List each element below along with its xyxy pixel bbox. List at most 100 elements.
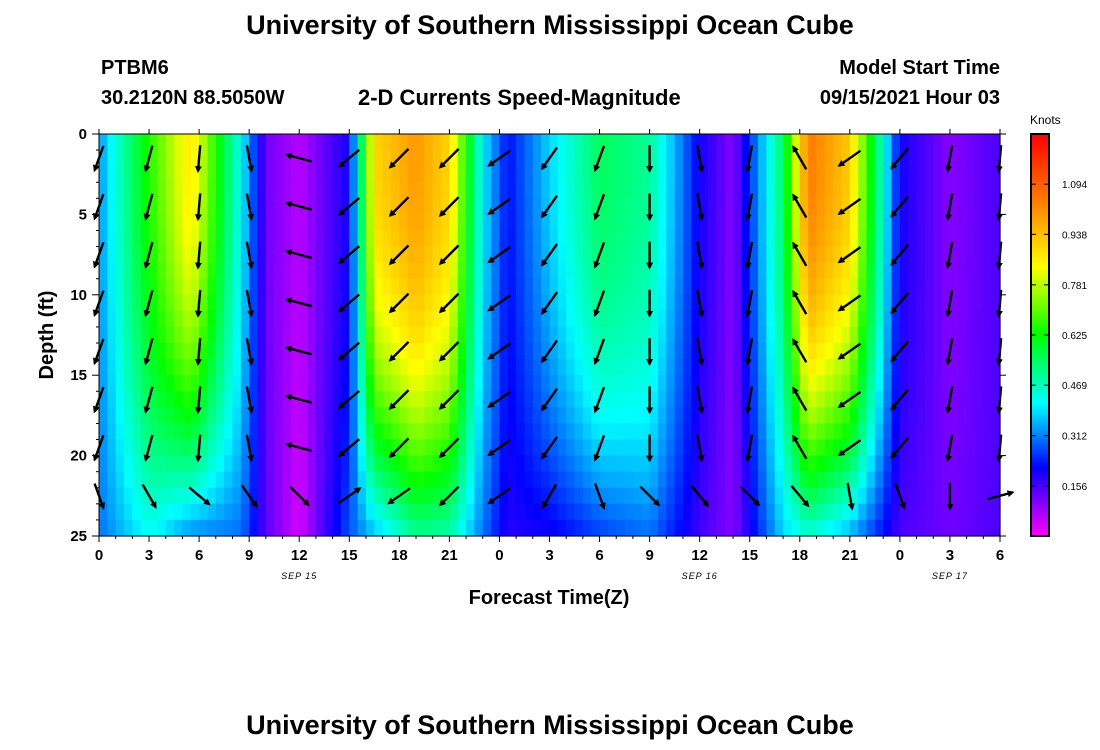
- heatmap-cell: [307, 262, 317, 280]
- heatmap-cell: [591, 423, 601, 441]
- heatmap-cell: [224, 230, 234, 248]
- heatmap-cell: [691, 198, 701, 215]
- heatmap-cell: [708, 294, 717, 312]
- heatmap-cell: [199, 439, 209, 457]
- heatmap-cell: [290, 278, 300, 296]
- axis-ticks: [92, 129, 1006, 542]
- heatmap-cell: [149, 391, 158, 408]
- heatmap-cell: [991, 150, 1001, 167]
- heatmap-cell: [682, 359, 692, 376]
- heatmap-cell: [691, 487, 701, 505]
- heatmap-cell: [883, 214, 893, 232]
- heatmap-cell: [933, 310, 943, 328]
- station-id: PTBM6: [101, 57, 169, 79]
- current-vector-arrow: [143, 145, 154, 173]
- heatmap-cell: [382, 326, 392, 344]
- heatmap-cell: [716, 471, 726, 489]
- heatmap-cell: [507, 375, 517, 392]
- heatmap-cell: [115, 262, 125, 280]
- heatmap-cell: [349, 262, 359, 280]
- heatmap-cell: [307, 294, 317, 312]
- heatmap-cell: [874, 375, 884, 392]
- heatmap-cell: [641, 439, 651, 457]
- heatmap-cell: [324, 503, 334, 521]
- heatmap-cell: [149, 310, 158, 328]
- heatmap-cell: [908, 407, 918, 425]
- heatmap-cell: [657, 198, 667, 215]
- heatmap-cell: [382, 375, 392, 392]
- heatmap-cell: [933, 391, 943, 408]
- heatmap-cell: [858, 182, 868, 199]
- heatmap-cell: [107, 471, 117, 489]
- heatmap-cell: [249, 262, 259, 280]
- heatmap-cell: [916, 230, 926, 248]
- heatmap-cell: [549, 375, 559, 392]
- heatmap-cell: [482, 407, 492, 425]
- heatmap-cell: [424, 182, 434, 199]
- heatmap-cell: [349, 439, 359, 457]
- current-vector-arrow: [194, 337, 202, 366]
- heatmap-cell: [716, 294, 726, 312]
- heatmap-cell: [340, 503, 350, 521]
- heatmap-cell: [432, 439, 442, 457]
- heatmap-cell: [149, 294, 158, 312]
- heatmap-cell: [841, 246, 851, 264]
- heatmap-cell: [382, 391, 392, 408]
- heatmap-cell: [115, 294, 125, 312]
- heatmap-cell: [708, 230, 717, 248]
- heatmap-cell: [708, 326, 717, 344]
- heatmap-cell: [891, 471, 901, 489]
- heatmap-cell: [449, 134, 459, 151]
- heatmap-cell: [632, 487, 642, 505]
- heatmap-cell: [274, 471, 284, 489]
- heatmap-cell: [249, 375, 259, 392]
- heatmap-cell: [641, 423, 651, 441]
- heatmap-cell: [557, 455, 567, 473]
- heatmap-cell: [908, 423, 918, 441]
- heatmap-cell: [833, 262, 843, 280]
- heatmap-cell: [966, 214, 976, 232]
- heatmap-cell: [933, 423, 943, 441]
- heatmap-cell: [916, 262, 926, 280]
- current-vector-arrow: [744, 241, 754, 270]
- heatmap-cell: [107, 407, 117, 425]
- heatmap-cell: [749, 359, 759, 376]
- footer-title: University of Southern Mississippi Ocean…: [246, 710, 854, 740]
- heatmap-cell: [799, 519, 809, 537]
- heatmap-cell: [741, 423, 751, 441]
- heatmap-cell: [841, 294, 851, 312]
- heatmap-cell: [224, 166, 234, 183]
- heatmap-cell: [916, 326, 926, 344]
- heatmap-cell: [174, 230, 184, 248]
- heatmap-cell: [282, 310, 292, 328]
- heatmap-cell: [607, 455, 617, 473]
- heatmap-cell: [107, 182, 117, 199]
- heatmap-cell: [632, 359, 642, 376]
- heatmap-cell: [190, 407, 200, 425]
- heatmap-cell: [474, 246, 484, 264]
- heatmap-cell: [282, 343, 292, 360]
- heatmap-cell: [491, 230, 501, 248]
- heatmap-cell: [432, 503, 442, 521]
- heatmap-cell: [741, 343, 751, 360]
- current-vector-arrow: [540, 388, 558, 412]
- heatmap-cell: [140, 166, 150, 183]
- heatmap-cell: [224, 262, 234, 280]
- heatmap-cell: [190, 182, 200, 199]
- heatmap-cell: [482, 246, 492, 264]
- heatmap-cell: [974, 214, 984, 232]
- heatmap-cell: [249, 455, 259, 473]
- current-vector-arrow: [540, 436, 558, 460]
- heatmap-cell: [966, 423, 976, 441]
- heatmap-cell: [858, 278, 868, 296]
- heatmap-cell: [733, 310, 742, 328]
- heatmap-cell: [315, 198, 325, 215]
- heatmap-cell: [758, 198, 767, 215]
- heatmap-cell: [491, 150, 501, 167]
- heatmap-cell: [766, 214, 776, 232]
- current-vector-arrow: [245, 338, 254, 366]
- heatmap-cell: [182, 182, 192, 199]
- heatmap-cell: [390, 343, 400, 360]
- heatmap-cell: [374, 326, 384, 344]
- heatmap-cell: [349, 198, 359, 215]
